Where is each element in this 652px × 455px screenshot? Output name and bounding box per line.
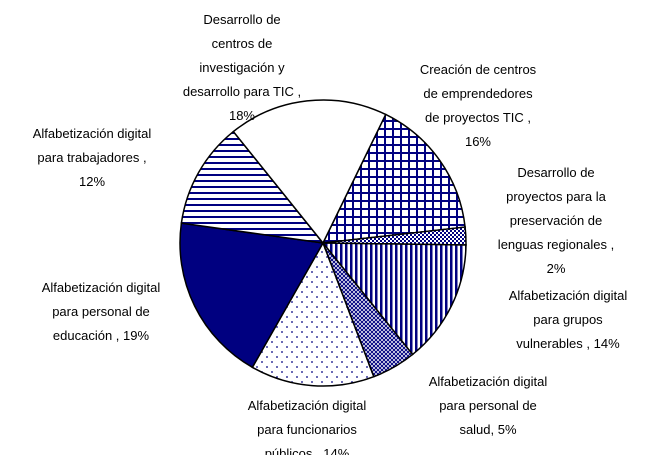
data-label: Alfabetización digital para trabajadores… xyxy=(33,122,152,194)
category-label: Alfabetización digital para grupos vulne… xyxy=(508,288,628,351)
category-label: Desarrollo de centros de investigación y… xyxy=(182,12,302,99)
category-label: Alfabetización digital para personal de … xyxy=(428,374,548,437)
value-label: 12% xyxy=(78,174,106,189)
data-label: Creación de centros de emprendedores de … xyxy=(420,58,536,154)
data-label: Alfabetización digital para personal de … xyxy=(429,370,548,442)
value-label: 5% xyxy=(497,422,517,437)
category-label: Desarrollo de proyectos para la preserva… xyxy=(497,165,615,252)
pie-slice xyxy=(179,222,325,369)
value-label: 19% xyxy=(123,328,150,343)
pie-slice xyxy=(321,242,467,356)
value-label: 16% xyxy=(464,134,492,149)
data-label: Alfabetización digital para personal de … xyxy=(42,276,161,348)
pie-slice xyxy=(251,241,375,387)
value-label: 2% xyxy=(546,261,566,276)
category-label: Alfabetización digital para personal de … xyxy=(41,280,161,343)
value-label: 18% xyxy=(228,108,256,123)
category-label: Alfabetización digital para trabajadores… xyxy=(32,126,152,165)
pie-slice xyxy=(232,99,387,245)
data-label: Alfabetización digital para funcionarios… xyxy=(248,394,367,455)
value-label: 14% xyxy=(593,336,620,351)
data-label: Desarrollo de proyectos para la preserva… xyxy=(498,161,614,281)
value-label: 14% xyxy=(323,446,350,455)
pie-slice xyxy=(321,113,466,244)
category-label: Alfabetización digital para funcionarios… xyxy=(247,398,367,455)
data-label: Desarrollo de centros de investigación y… xyxy=(183,8,301,128)
category-label: Creación de centros de emprendedores de … xyxy=(419,62,537,125)
data-label: Alfabetización digital para grupos vulne… xyxy=(509,284,628,356)
pie-slice xyxy=(180,130,325,245)
